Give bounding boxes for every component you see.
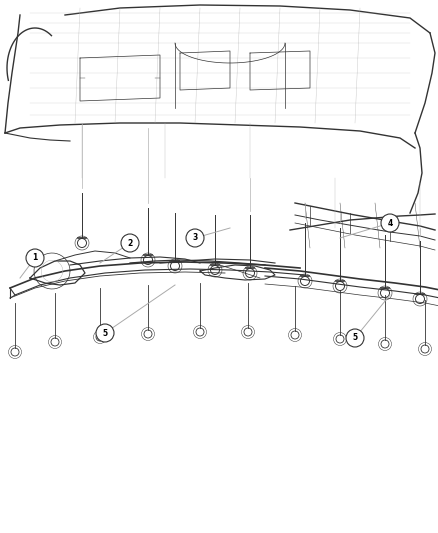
Circle shape [26,249,44,267]
Circle shape [381,288,389,297]
Text: 4: 4 [387,219,392,228]
Circle shape [144,255,152,264]
Text: 5: 5 [102,328,108,337]
Circle shape [381,340,389,348]
Circle shape [211,265,219,274]
Text: 2: 2 [127,238,133,247]
Circle shape [121,234,139,252]
Circle shape [300,277,310,286]
Circle shape [186,229,204,247]
Circle shape [336,281,345,290]
Text: 1: 1 [32,254,38,262]
Circle shape [170,262,180,271]
Circle shape [336,335,344,343]
Circle shape [421,345,429,353]
Circle shape [244,328,252,336]
Circle shape [78,238,86,247]
Text: 5: 5 [353,334,357,343]
Text: 3: 3 [192,233,198,243]
Circle shape [96,333,104,341]
Circle shape [246,269,254,278]
Circle shape [381,214,399,232]
Circle shape [196,328,204,336]
Circle shape [346,329,364,347]
Circle shape [144,330,152,338]
Circle shape [11,348,19,356]
Circle shape [291,331,299,339]
Circle shape [51,338,59,346]
Circle shape [96,324,114,342]
Circle shape [416,295,424,303]
